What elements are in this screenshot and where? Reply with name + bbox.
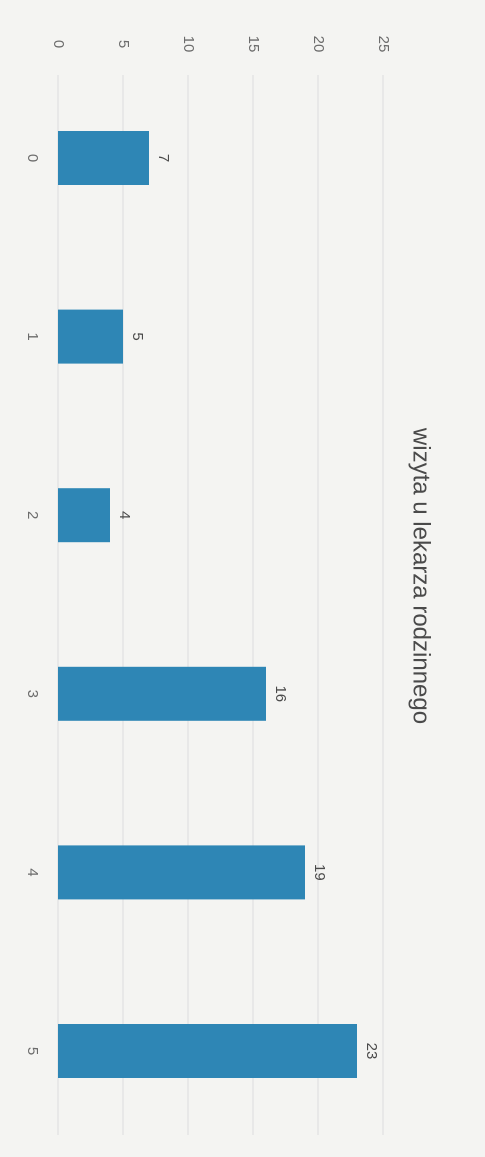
category-tick-label: 2 — [24, 511, 41, 519]
data-label: 4 — [116, 511, 133, 519]
chart-title: wizyta u lekarza rodzinnego — [408, 427, 435, 724]
bar — [58, 309, 123, 364]
category-tick-label: 1 — [24, 332, 41, 340]
data-label: 5 — [129, 332, 146, 340]
data-label: 16 — [272, 685, 289, 702]
category-tick-label: 4 — [24, 868, 41, 876]
category-tick-label: 5 — [24, 1047, 41, 1055]
bar — [58, 666, 266, 721]
data-label: 19 — [311, 864, 328, 881]
bar — [58, 488, 110, 543]
value-tick-label: 15 — [245, 36, 262, 53]
category-tick-label: 3 — [24, 690, 41, 698]
value-tick-label: 20 — [310, 36, 327, 53]
bars — [58, 131, 357, 1078]
value-tick-label: 5 — [115, 40, 132, 48]
value-tick-label: 0 — [50, 40, 67, 48]
value-tick-label: 25 — [375, 36, 392, 53]
data-label: 23 — [363, 1043, 380, 1060]
gridlines — [57, 75, 384, 1135]
bar — [58, 1024, 357, 1078]
bar — [58, 131, 149, 185]
labels: 0 5 10 15 20 25 7 0 5 1 4 2 16 3 19 4 23 5 — [24, 36, 392, 1060]
data-label: 7 — [155, 154, 172, 162]
category-tick-label: 0 — [24, 154, 41, 162]
bar — [58, 845, 305, 900]
value-tick-label: 10 — [180, 36, 197, 53]
